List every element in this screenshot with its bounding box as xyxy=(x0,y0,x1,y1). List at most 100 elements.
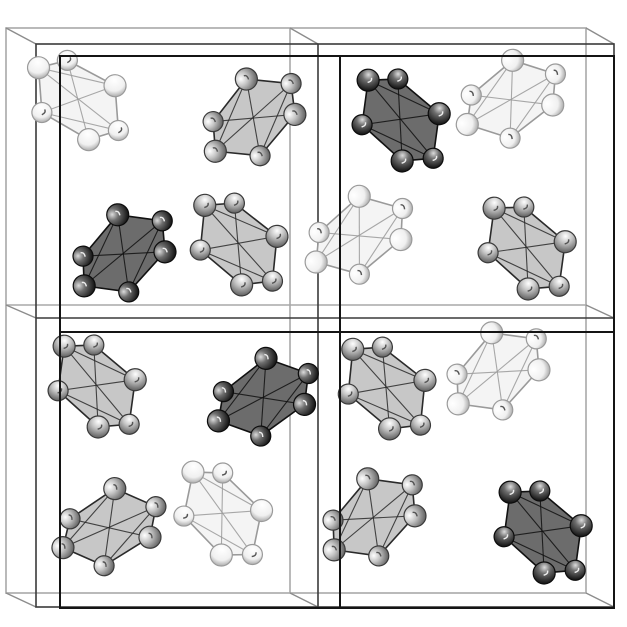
atom xyxy=(492,399,514,421)
atom xyxy=(368,545,390,567)
atom-highlight xyxy=(376,551,382,557)
molecule-bond xyxy=(488,241,566,254)
molecule-bond xyxy=(503,536,576,571)
atom xyxy=(118,413,140,435)
molecule-bond xyxy=(259,83,292,156)
molecule-bond xyxy=(128,220,163,293)
atom xyxy=(51,536,75,560)
atom-highlight xyxy=(564,239,570,245)
atom xyxy=(280,72,302,95)
atom-highlight xyxy=(438,111,444,117)
atom xyxy=(52,334,76,358)
atom-highlight xyxy=(367,77,373,84)
atom xyxy=(292,392,317,417)
atom xyxy=(390,149,414,173)
atom-highlight xyxy=(257,151,263,157)
atom xyxy=(477,242,499,264)
molecule-bond xyxy=(493,207,566,243)
atom xyxy=(193,193,217,217)
atom xyxy=(387,68,409,90)
atom xyxy=(138,525,162,549)
atom xyxy=(564,559,586,581)
molecule-dark xyxy=(206,346,319,447)
atom-highlight xyxy=(221,470,227,476)
atom xyxy=(59,508,81,530)
atom-highlight xyxy=(302,399,308,406)
molecule-bond xyxy=(352,348,426,381)
atom xyxy=(409,414,432,436)
molecule-bond xyxy=(260,358,267,437)
atom xyxy=(261,270,284,292)
atom-highlight xyxy=(41,109,46,116)
molecule-mid xyxy=(337,336,437,441)
atom xyxy=(482,196,506,220)
atom xyxy=(351,114,373,136)
atom-highlight xyxy=(347,391,353,397)
molecule-dark xyxy=(72,203,177,303)
atom-highlight xyxy=(527,286,533,292)
atom-highlight xyxy=(93,342,99,348)
atom xyxy=(544,63,567,85)
molecule-bond xyxy=(117,214,130,292)
molecule-bond xyxy=(63,345,136,381)
atom-highlight xyxy=(352,346,357,353)
molecule-light xyxy=(26,49,129,152)
molecule-bond xyxy=(319,231,401,241)
atom-highlight xyxy=(276,233,282,240)
atom xyxy=(234,67,258,91)
atom xyxy=(377,417,402,441)
atom xyxy=(413,368,437,392)
depth-edges xyxy=(5,27,615,608)
molecule-mid xyxy=(322,467,427,567)
atom-highlight xyxy=(361,122,367,128)
molecule-bond xyxy=(218,358,267,422)
atom xyxy=(145,496,167,518)
molecule-bond xyxy=(38,67,116,87)
molecule-bond xyxy=(362,113,440,126)
molecule-bond xyxy=(214,78,247,152)
atom xyxy=(516,277,540,301)
atom xyxy=(371,336,394,358)
molecule-dark xyxy=(493,480,593,585)
molecule-bond xyxy=(361,124,434,159)
atom xyxy=(72,274,96,298)
atom xyxy=(553,230,577,254)
molecule-bond xyxy=(487,252,560,287)
molecule-bond xyxy=(58,379,136,392)
atom-highlight xyxy=(63,343,69,350)
molecule-mid xyxy=(202,67,307,167)
molecule-mid xyxy=(51,476,167,577)
molecule-bond xyxy=(332,515,416,521)
atom xyxy=(501,48,525,72)
molecule-mid xyxy=(47,334,147,439)
atom-highlight xyxy=(61,543,66,549)
molecule-bond xyxy=(220,472,224,556)
atom-highlight xyxy=(503,534,509,540)
molecule-bond xyxy=(200,249,273,282)
molecule-bond xyxy=(509,491,582,527)
atom-highlight xyxy=(240,282,246,288)
molecule-bond xyxy=(41,85,116,114)
atom-highlight xyxy=(162,247,168,253)
atom xyxy=(203,139,227,163)
atom-highlight xyxy=(539,488,545,494)
atom xyxy=(173,505,195,527)
atom xyxy=(427,102,451,126)
molecule-bond xyxy=(491,332,504,410)
atom-highlight xyxy=(264,353,269,360)
atom xyxy=(72,245,94,267)
atom-highlight xyxy=(469,90,475,96)
molecule-bond xyxy=(466,59,514,125)
molecule-bond xyxy=(82,251,166,257)
atom-highlight xyxy=(204,202,209,209)
atom xyxy=(493,526,515,548)
atom-highlight xyxy=(259,431,264,438)
atom xyxy=(223,192,246,214)
atom xyxy=(446,363,468,385)
molecule-bond xyxy=(93,344,99,428)
atom-highlight xyxy=(400,204,406,210)
atom-highlight xyxy=(509,489,515,496)
molecule-bond xyxy=(233,203,243,285)
atom xyxy=(254,346,278,370)
atom-highlight xyxy=(128,421,134,428)
